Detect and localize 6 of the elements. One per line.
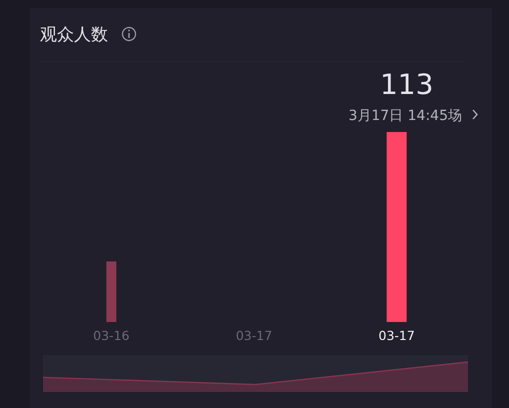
data-label: 113 bbox=[380, 68, 434, 101]
x-tick-label: 03-16 bbox=[93, 328, 130, 343]
text: 3月17日 14:45场 bbox=[348, 108, 462, 124]
chart-title: 观众人数 bbox=[40, 25, 108, 45]
x-tick-label: 03-17 bbox=[378, 328, 415, 343]
x-tick-label: 03-17 bbox=[236, 328, 272, 343]
